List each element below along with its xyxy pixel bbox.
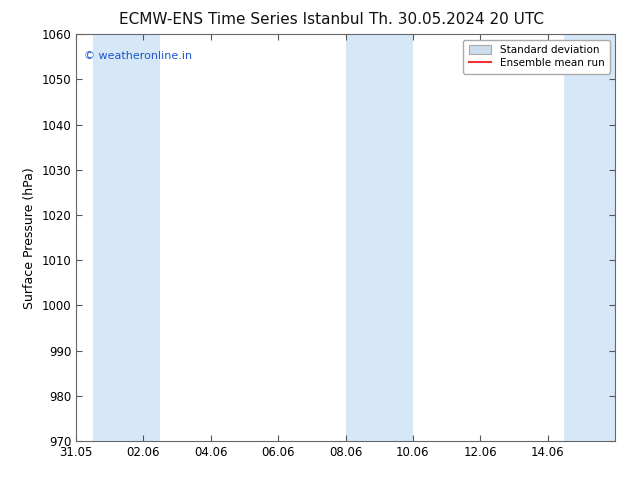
Text: © weatheronline.in: © weatheronline.in [84,50,192,61]
Bar [346,34,413,441]
Bar [93,34,160,441]
Legend: Standard deviation, Ensemble mean run: Standard deviation, Ensemble mean run [463,40,610,74]
Bar [564,34,615,441]
Text: Th. 30.05.2024 20 UTC: Th. 30.05.2024 20 UTC [369,12,544,27]
Y-axis label: Surface Pressure (hPa): Surface Pressure (hPa) [23,167,36,309]
Text: ECMW-ENS Time Series Istanbul: ECMW-ENS Time Series Istanbul [119,12,363,27]
